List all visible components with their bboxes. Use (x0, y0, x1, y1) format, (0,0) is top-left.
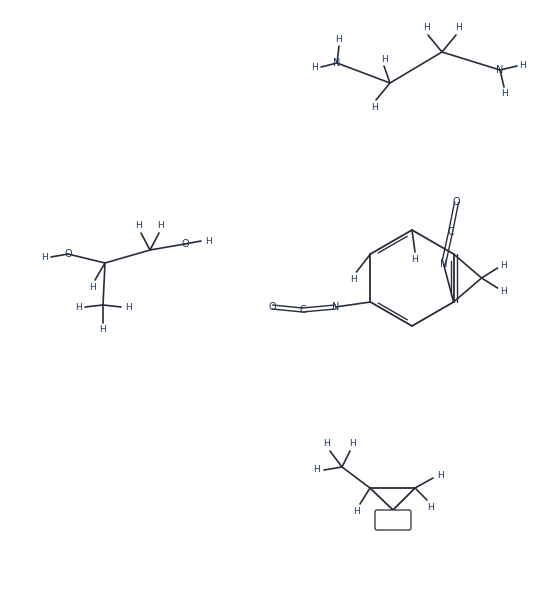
Text: O: O (453, 197, 461, 207)
Text: H: H (312, 63, 318, 72)
Text: H: H (350, 275, 357, 284)
Text: H: H (336, 36, 342, 44)
Text: H: H (313, 465, 320, 475)
Text: H: H (349, 439, 355, 449)
Text: C: C (447, 227, 454, 237)
Text: N: N (440, 259, 447, 269)
Text: H: H (500, 262, 507, 271)
Text: H: H (158, 221, 165, 230)
Text: H: H (125, 303, 131, 311)
Text: H: H (500, 288, 507, 297)
Text: C: C (299, 305, 306, 315)
Text: O: O (64, 249, 72, 259)
Text: O: O (181, 239, 189, 249)
Text: H: H (519, 62, 526, 70)
Text: Abs: Abs (385, 513, 401, 523)
Text: O: O (269, 302, 276, 312)
Text: H: H (437, 471, 444, 480)
Text: H: H (371, 102, 377, 111)
Text: H: H (41, 253, 47, 262)
Text: H: H (422, 24, 429, 33)
Text: H: H (204, 236, 211, 246)
Text: N: N (334, 58, 341, 68)
Text: H: H (324, 439, 330, 449)
Text: H: H (428, 503, 434, 511)
Text: H: H (100, 326, 106, 334)
Text: H: H (89, 282, 96, 291)
Text: H: H (75, 303, 81, 311)
Text: H: H (411, 256, 419, 265)
Text: H: H (455, 24, 462, 33)
Text: H: H (354, 507, 360, 516)
Text: H: H (501, 89, 507, 98)
Text: N: N (332, 302, 339, 312)
Text: H: H (380, 54, 387, 63)
FancyBboxPatch shape (375, 510, 411, 530)
Text: N: N (496, 65, 504, 75)
Text: H: H (136, 221, 142, 230)
